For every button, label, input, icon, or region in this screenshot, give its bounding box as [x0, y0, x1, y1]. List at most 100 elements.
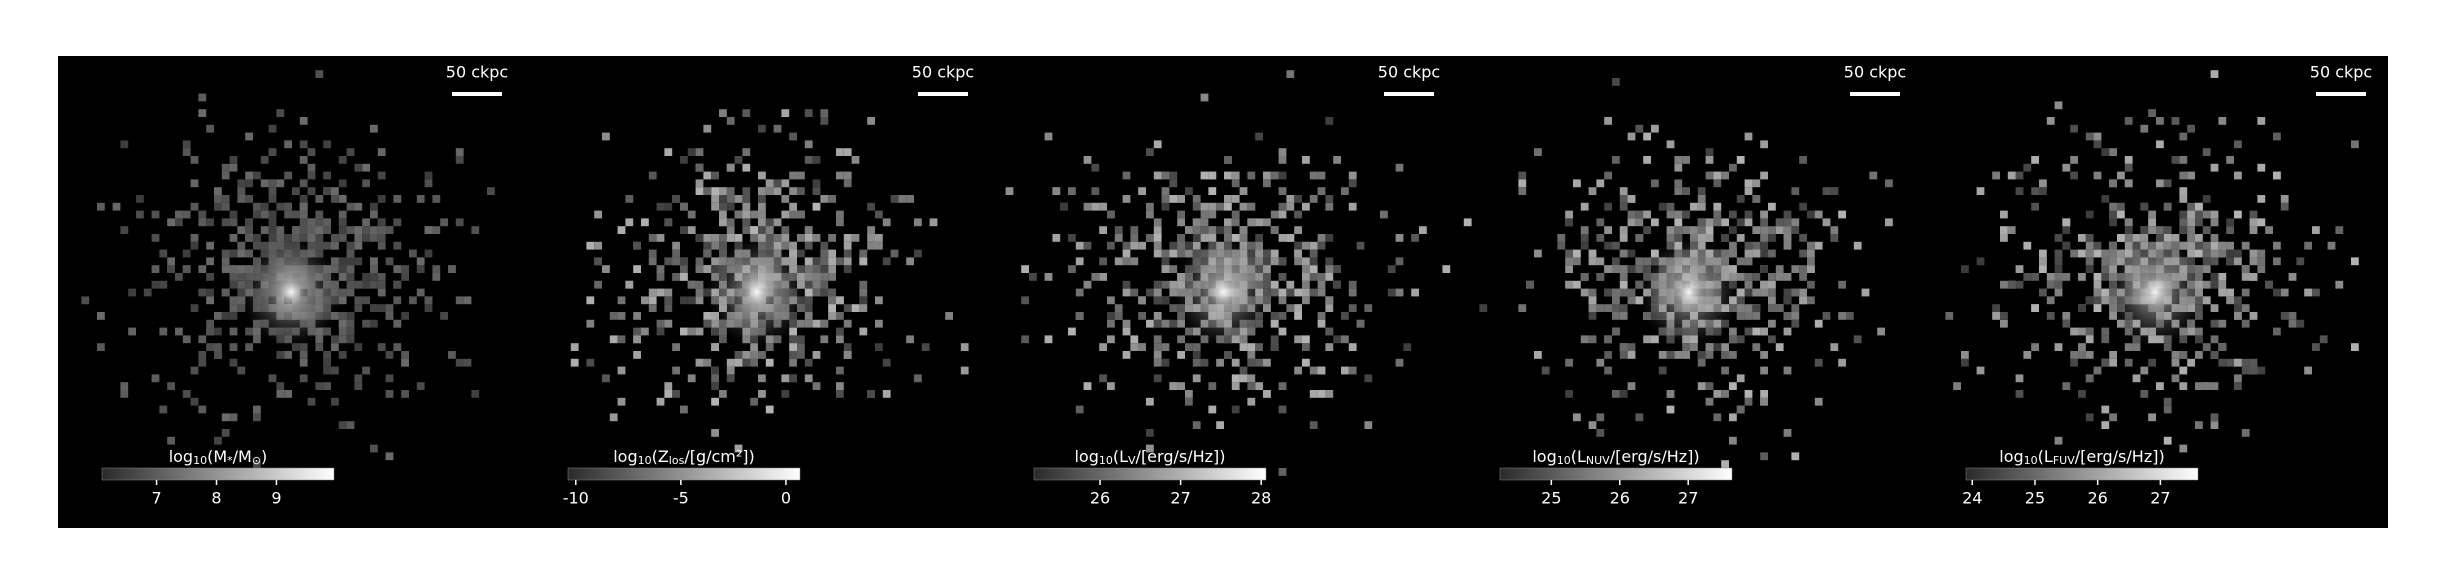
- pixel: [2234, 171, 2242, 180]
- pixel: [362, 273, 370, 281]
- pixel: [781, 390, 790, 398]
- pixel: [1075, 257, 1084, 266]
- pixel: [1690, 226, 1698, 234]
- pixel: [393, 195, 402, 203]
- pixel: [331, 366, 339, 375]
- pixel: [1200, 210, 1209, 219]
- pixel: [1231, 358, 1240, 367]
- pixel: [1146, 234, 1154, 242]
- pixel: [2031, 304, 2039, 312]
- pixel: [945, 312, 953, 320]
- pixel: [2179, 171, 2188, 180]
- pixel: [719, 234, 727, 242]
- pixel: [221, 265, 230, 273]
- pixel: [719, 335, 727, 344]
- pixel: [2062, 273, 2071, 281]
- pixel: [2210, 163, 2219, 172]
- pixel: [1192, 343, 1201, 351]
- pixel: [1752, 195, 1761, 203]
- pixel: [586, 319, 595, 328]
- pixel: [1557, 234, 1566, 242]
- pixel: [1169, 319, 1178, 328]
- pixel: [1775, 218, 1784, 227]
- pixel: [711, 382, 719, 390]
- pixel: [1713, 390, 1722, 398]
- pixel: [1534, 351, 1542, 359]
- pixel: [2187, 226, 2195, 234]
- pixel: [1302, 156, 1310, 164]
- pixel: [1325, 327, 1334, 336]
- pixel: [276, 202, 285, 211]
- pixel: [1760, 171, 1768, 180]
- pixel: [804, 234, 813, 242]
- pixel: [843, 249, 852, 258]
- pixel: [2195, 241, 2203, 250]
- pixel: [2304, 366, 2312, 375]
- pixel: [1744, 312, 1753, 320]
- pixel: [1945, 312, 1954, 320]
- pixel: [299, 210, 308, 219]
- pixel: [836, 218, 844, 227]
- pixel: [2179, 226, 2188, 234]
- pixel: [362, 280, 370, 289]
- colorbar: [1965, 467, 2199, 481]
- pixel: [758, 226, 766, 234]
- pixel: [2054, 257, 2063, 266]
- pixel: [1247, 351, 1256, 359]
- pixel: [307, 187, 316, 195]
- pixel: [2156, 117, 2164, 125]
- pixel: [2202, 257, 2211, 266]
- pixel: [914, 218, 922, 227]
- pixel: [1666, 351, 1675, 359]
- pixel: [229, 218, 238, 227]
- pixel: [338, 327, 347, 336]
- pixel: [237, 280, 246, 289]
- pixel: [370, 124, 378, 133]
- pixel: [719, 210, 727, 219]
- pixel: [2234, 140, 2242, 149]
- pixel: [1146, 444, 1154, 453]
- pixel: [2085, 374, 2094, 383]
- pixel: [253, 171, 261, 180]
- pixel: [765, 179, 774, 188]
- pixel: [393, 296, 402, 305]
- pixel: [820, 257, 829, 266]
- pixel: [687, 210, 696, 219]
- pixel: [2070, 249, 2078, 258]
- pixel: [1153, 241, 1162, 250]
- pixel: [1325, 265, 1334, 273]
- pixel: [1604, 335, 1612, 344]
- pixel: [1122, 195, 1131, 203]
- pixel: [742, 109, 751, 117]
- pixel: [401, 265, 409, 273]
- pixel: [2202, 195, 2211, 203]
- pixel: [1588, 296, 1597, 305]
- pixel: [1791, 265, 1800, 273]
- pixel: [812, 257, 821, 266]
- pixel: [307, 163, 316, 172]
- pixel: [781, 374, 790, 383]
- pixel: [586, 241, 595, 250]
- pixel: [1588, 257, 1597, 266]
- pixel: [750, 397, 758, 406]
- pixel: [687, 327, 696, 336]
- pixel: [1697, 218, 1706, 227]
- pixel: [843, 234, 852, 242]
- pixel: [1278, 257, 1287, 266]
- pixel: [237, 304, 246, 312]
- pixel: [1619, 187, 1628, 195]
- pixel: [253, 405, 261, 414]
- pixel: [1114, 234, 1123, 242]
- pixel: [1627, 288, 1636, 297]
- pixel: [2195, 210, 2203, 219]
- pixel: [625, 195, 634, 203]
- pixel: [789, 210, 797, 219]
- pixel: [1619, 288, 1628, 297]
- pixel: [617, 335, 626, 344]
- pixel: [1580, 241, 1589, 250]
- pixel: [2241, 304, 2250, 312]
- pixel: [323, 171, 331, 180]
- pixel: [734, 444, 743, 453]
- pixel: [1580, 335, 1589, 344]
- pixel: [1651, 335, 1659, 344]
